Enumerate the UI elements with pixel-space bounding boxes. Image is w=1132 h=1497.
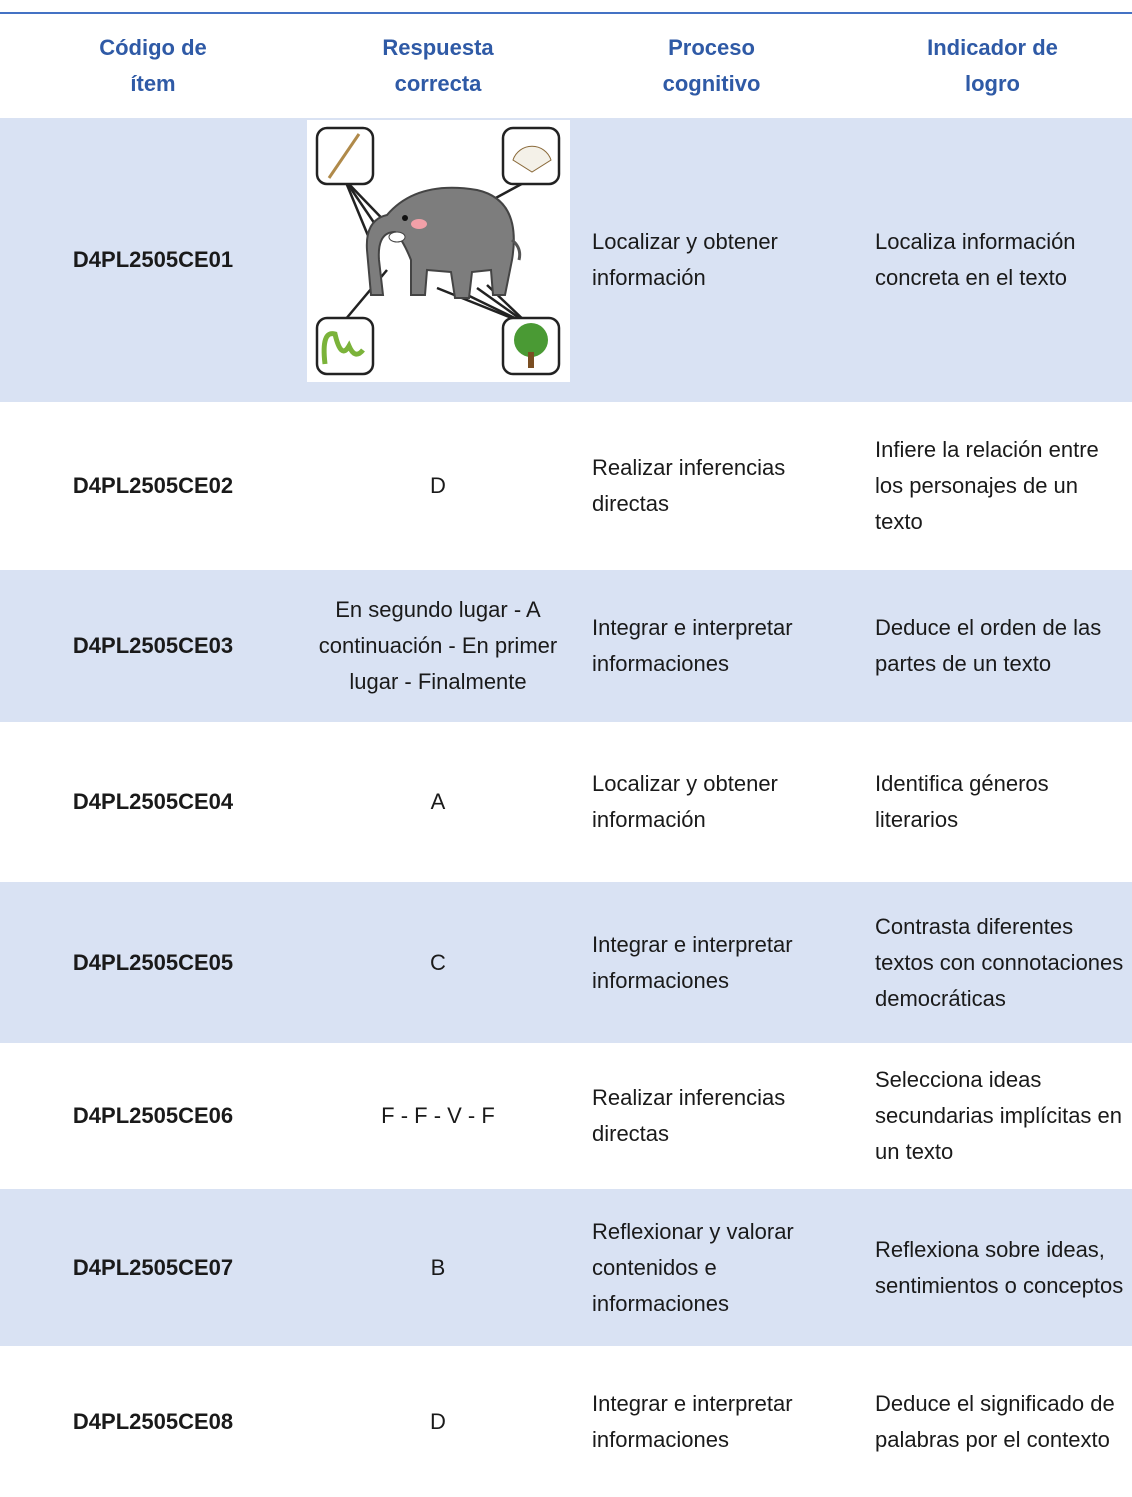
correct-answer: D: [306, 1404, 570, 1440]
answer-text: C: [430, 949, 446, 975]
cognitive-process: Integrar e interpretar informaciones: [592, 1390, 793, 1452]
correct-answer: C: [306, 945, 570, 981]
table-row: D4PL2505CE06 F - F - V - F Realizar infere…: [0, 1043, 1132, 1189]
item-code: D4PL2505CE05: [72, 949, 234, 975]
answer-text: En segundo lugar - A continuación - En p…: [318, 597, 558, 694]
item-code: D4PL2505CE08: [72, 1408, 234, 1434]
answer-text: B: [430, 1254, 446, 1280]
cognitive-process: Reflexionar y valorar contenidos e infor…: [592, 1218, 794, 1316]
header-cell: Indicador de logro: [927, 35, 1058, 96]
achievement-indicator: Selecciona ideas secundarias implícitas …: [875, 1067, 1123, 1164]
table-row: D4PL2505CE03 En segundo lugar - A continu…: [0, 570, 1132, 722]
correct-answer: B: [306, 1250, 570, 1286]
correct-answer: D: [306, 468, 570, 504]
item-code: D4PL2505CE04: [72, 789, 234, 814]
table-row: D4PL2505CE01 Localizar y obtener informa…: [0, 118, 1132, 402]
cognitive-process: Localizar y obtener información: [592, 229, 778, 290]
top-rule: [0, 12, 1132, 14]
achievement-indicator: Identifica géneros literarios: [875, 771, 1049, 832]
item-code: D4PL2505CE01: [72, 247, 234, 272]
cognitive-process: Realizar inferencias directas: [592, 1085, 786, 1146]
achievement-indicator: Reflexiona sobre ideas, sentimientos o c…: [875, 1236, 1124, 1298]
cognitive-process: Integrar e interpretar informaciones: [592, 931, 793, 993]
achievement-indicator: Deduce el orden de las partes de un text…: [875, 615, 1102, 676]
cognitive-process: Integrar e interpretar informaciones: [592, 615, 793, 676]
correct-answer: En segundo lugar - A continuación - En p…: [306, 592, 570, 700]
header-row: Código de ítem Respuesta correcta Proces…: [0, 14, 1132, 118]
header-cell: Respuesta correcta: [382, 35, 494, 96]
answer-text: D: [430, 1408, 446, 1434]
table-row: D4PL2505CE04 A Localizar y obtener informa…: [0, 722, 1132, 882]
item-code: D4PL2505CE07: [72, 1254, 234, 1280]
achievement-indicator: Localiza información concreta en el text…: [875, 229, 1076, 290]
cognitive-process: Realizar inferencias directas: [592, 455, 786, 516]
header-cell: Proceso cognitivo: [662, 35, 761, 96]
item-code: D4PL2505CE06: [72, 1103, 234, 1128]
correct-answer: F - F - V - F: [306, 1098, 570, 1134]
table-row: D4PL2505CE08 D Integrar e interpretar info…: [0, 1346, 1132, 1497]
item-code: D4PL2505CE02: [72, 473, 234, 498]
table-row: D4PL2505CE07 B Reflexionar y valorar conte…: [0, 1189, 1132, 1346]
header-cell: Código de ítem: [99, 35, 207, 96]
answer-image: [306, 120, 570, 382]
achievement-indicator: Infiere la relación entre los personajes…: [875, 437, 1099, 534]
achievement-indicator: Contrasta diferentes textos con connotac…: [875, 913, 1124, 1011]
answer-text: A: [430, 789, 446, 814]
correct-answer: A: [306, 784, 570, 820]
cognitive-process: Localizar y obtener información: [592, 771, 778, 832]
achievement-indicator: Deduce el significado de palabras por el…: [875, 1390, 1115, 1452]
table-row: D4PL2505CE05 C Integrar e interpretar info…: [0, 882, 1132, 1043]
correct-answer: [306, 118, 570, 382]
answer-text: F - F - V - F: [381, 1103, 495, 1128]
item-code: D4PL2505CE03: [72, 633, 234, 658]
table-row: D4PL2505CE02 D Realizar inferencias direct…: [0, 402, 1132, 570]
answer-text: D: [430, 473, 446, 498]
